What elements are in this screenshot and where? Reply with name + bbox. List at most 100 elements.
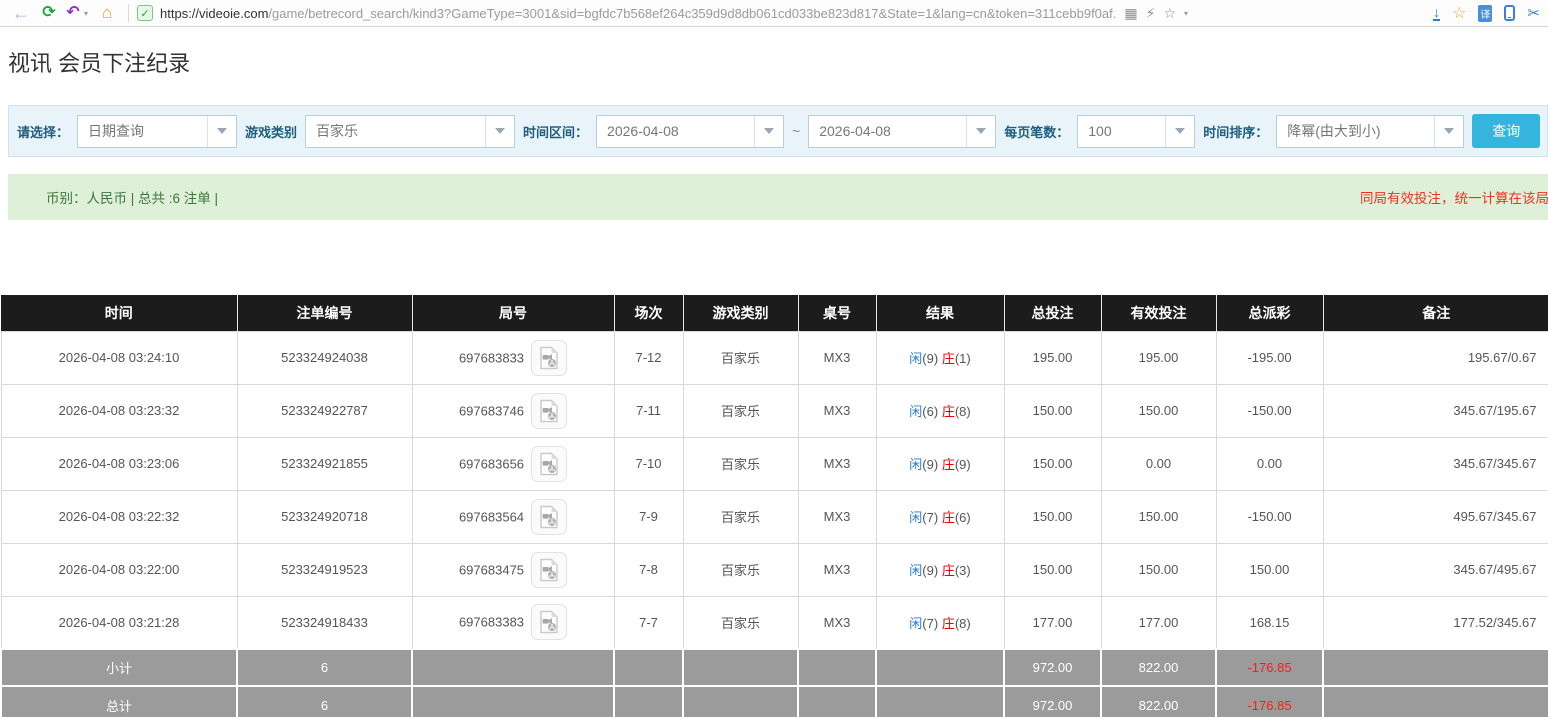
- summary-cell: [613, 685, 684, 717]
- video-replay-icon[interactable]: [531, 392, 568, 429]
- cell-payout: 168.15: [1215, 595, 1324, 650]
- translate-icon[interactable]: 译: [1478, 4, 1493, 22]
- summary-cell: [682, 685, 799, 717]
- cell-result: 闲(9) 庄(1): [875, 330, 1005, 385]
- cell-remark: 345.67/195.67: [1322, 383, 1548, 438]
- summary-row: 小计 6 972.00 822.00 -176.85: [0, 648, 1548, 686]
- cell-remark: 345.67/495.67: [1322, 542, 1548, 597]
- round-number: 697683564: [458, 509, 525, 524]
- cell-session: 7-9: [613, 489, 684, 544]
- column-header: 总派彩: [1216, 295, 1324, 331]
- cell-remark: 177.52/345.67: [1322, 595, 1548, 650]
- cell-result: 闲(7) 庄(6): [875, 489, 1005, 544]
- table-row: 2026-04-08 03:21:28 523324918433 697683383…: [0, 595, 1548, 650]
- per-page-select[interactable]: 100: [1077, 114, 1196, 148]
- undo-dropdown-icon[interactable]: ▾: [84, 8, 89, 18]
- cell-bet-id: 523324922787: [236, 383, 413, 438]
- summary-cell: [1322, 648, 1548, 686]
- send-to-phone-icon[interactable]: [1504, 5, 1516, 21]
- bookmark-star-icon[interactable]: ☆: [1163, 4, 1177, 21]
- scissors-icon[interactable]: ✂: [1527, 5, 1540, 22]
- column-header: 场次: [614, 295, 684, 331]
- cell-time: 2026-04-08 03:23:06: [0, 436, 238, 491]
- sort-order-label: 时间排序：: [1203, 124, 1269, 140]
- refresh-icon[interactable]: ⟳: [42, 4, 56, 21]
- cell-round-id: 697683746: [411, 383, 615, 438]
- select-type-label: 请选择：: [17, 124, 70, 140]
- video-replay-icon[interactable]: [531, 498, 568, 535]
- date-type-select[interactable]: 日期查询: [77, 114, 238, 148]
- cell-valid-bet: 0.00: [1100, 436, 1217, 491]
- url-text[interactable]: https://videoie.com/game/betrecord_searc…: [160, 6, 1116, 21]
- game-type-label: 游戏类别: [245, 124, 298, 140]
- table-row: 2026-04-08 03:23:32 523324922787 697683746…: [0, 383, 1548, 438]
- video-replay-icon[interactable]: [531, 445, 568, 482]
- url-domain: https://videoie.com: [160, 5, 269, 21]
- cell-result: 闲(9) 庄(9): [875, 436, 1005, 491]
- cell-valid-bet: 150.00: [1100, 489, 1217, 544]
- home-icon[interactable]: ⌂: [101, 3, 113, 22]
- cell-session: 7-10: [613, 436, 684, 491]
- column-header: 桌号: [798, 295, 877, 331]
- cell-table-no: MX3: [797, 330, 877, 385]
- video-replay-icon[interactable]: [531, 604, 568, 641]
- game-type-select[interactable]: 百家乐: [305, 114, 516, 148]
- cell-time: 2026-04-08 03:22:32: [0, 489, 238, 544]
- cell-round-id: 697683564: [411, 489, 615, 544]
- summary-cell: 822.00: [1100, 685, 1217, 717]
- cell-time: 2026-04-08 03:23:32: [0, 383, 238, 438]
- back-icon[interactable]: ←: [12, 3, 30, 23]
- summary-cell: [411, 685, 615, 717]
- chevron-down-icon: [1165, 115, 1194, 147]
- summary-cell: [1322, 685, 1548, 717]
- column-header: 有效投注: [1101, 295, 1217, 331]
- cell-total-bet[interactable]: 150.00: [1003, 383, 1102, 438]
- search-button[interactable]: 查询: [1472, 114, 1541, 148]
- chevron-down-icon[interactable]: ▾: [1184, 8, 1189, 18]
- cell-table-no: MX3: [797, 542, 877, 597]
- summary-bar: 币别：人民币 | 总共 :6 注单 | 同局有效投注，统一计算在该局: [8, 174, 1548, 220]
- lightning-icon[interactable]: ⚡: [1145, 4, 1156, 21]
- toolbar-right-icons: ↓ ☆ 译 ✂: [1433, 3, 1540, 23]
- cell-total-bet[interactable]: 150.00: [1003, 436, 1102, 491]
- cell-table-no: MX3: [797, 595, 877, 650]
- table-row: 2026-04-08 03:22:00 523324919523 697683475…: [0, 542, 1548, 597]
- cell-payout: 150.00: [1215, 542, 1324, 597]
- summary-cell: [875, 648, 1005, 686]
- summary-row: 总计 6 972.00 822.00 -176.85: [0, 685, 1548, 717]
- time-range-label: 时间区间：: [523, 124, 589, 140]
- undo-icon[interactable]: ↶: [66, 4, 80, 21]
- cell-session: 7-12: [613, 330, 684, 385]
- cell-total-bet[interactable]: 150.00: [1003, 489, 1102, 544]
- address-bar[interactable]: ✓ https://videoie.com/game/betrecord_sea…: [137, 5, 1427, 22]
- summary-cell: [797, 685, 877, 717]
- cell-total-bet[interactable]: 150.00: [1003, 542, 1102, 597]
- column-header: 局号: [412, 295, 615, 331]
- favorites-star-icon[interactable]: ☆: [1452, 5, 1467, 22]
- cell-bet-id: 523324919523: [236, 542, 413, 597]
- cell-game: 百家乐: [682, 383, 799, 438]
- summary-cell: [682, 648, 799, 686]
- cell-game: 百家乐: [682, 542, 799, 597]
- cell-total-bet[interactable]: 195.00: [1003, 330, 1102, 385]
- qr-code-icon[interactable]: ▦: [1124, 4, 1138, 21]
- sort-order-value: 降幂(由大到小): [1287, 123, 1381, 139]
- page-title: 视讯 会员下注纪录: [8, 51, 191, 76]
- cell-result: 闲(6) 庄(8): [875, 383, 1005, 438]
- cell-game: 百家乐: [682, 436, 799, 491]
- date-type-value: 日期查询: [88, 123, 145, 139]
- video-replay-icon[interactable]: [531, 551, 568, 588]
- cell-total-bet[interactable]: 177.00: [1003, 595, 1102, 650]
- date-from-picker[interactable]: 2026-04-08: [596, 114, 785, 148]
- cell-valid-bet: 150.00: [1100, 542, 1217, 597]
- cell-session: 7-7: [613, 595, 684, 650]
- video-replay-icon[interactable]: [531, 339, 568, 376]
- cell-time: 2026-04-08 03:24:10: [0, 330, 238, 385]
- secure-shield-icon: ✓: [137, 5, 154, 21]
- table-header-row: 时间 注单编号 局号 场次 游戏类别 桌号 结果 总投注 有效投注 总派彩 备注: [1, 295, 1548, 331]
- download-icon[interactable]: ↓: [1433, 3, 1441, 21]
- cell-time: 2026-04-08 03:22:00: [0, 542, 238, 597]
- date-to-picker[interactable]: 2026-04-08: [808, 114, 997, 148]
- table-row: 2026-04-08 03:23:06 523324921855 697683656…: [0, 436, 1548, 491]
- sort-order-select[interactable]: 降幂(由大到小): [1276, 114, 1465, 148]
